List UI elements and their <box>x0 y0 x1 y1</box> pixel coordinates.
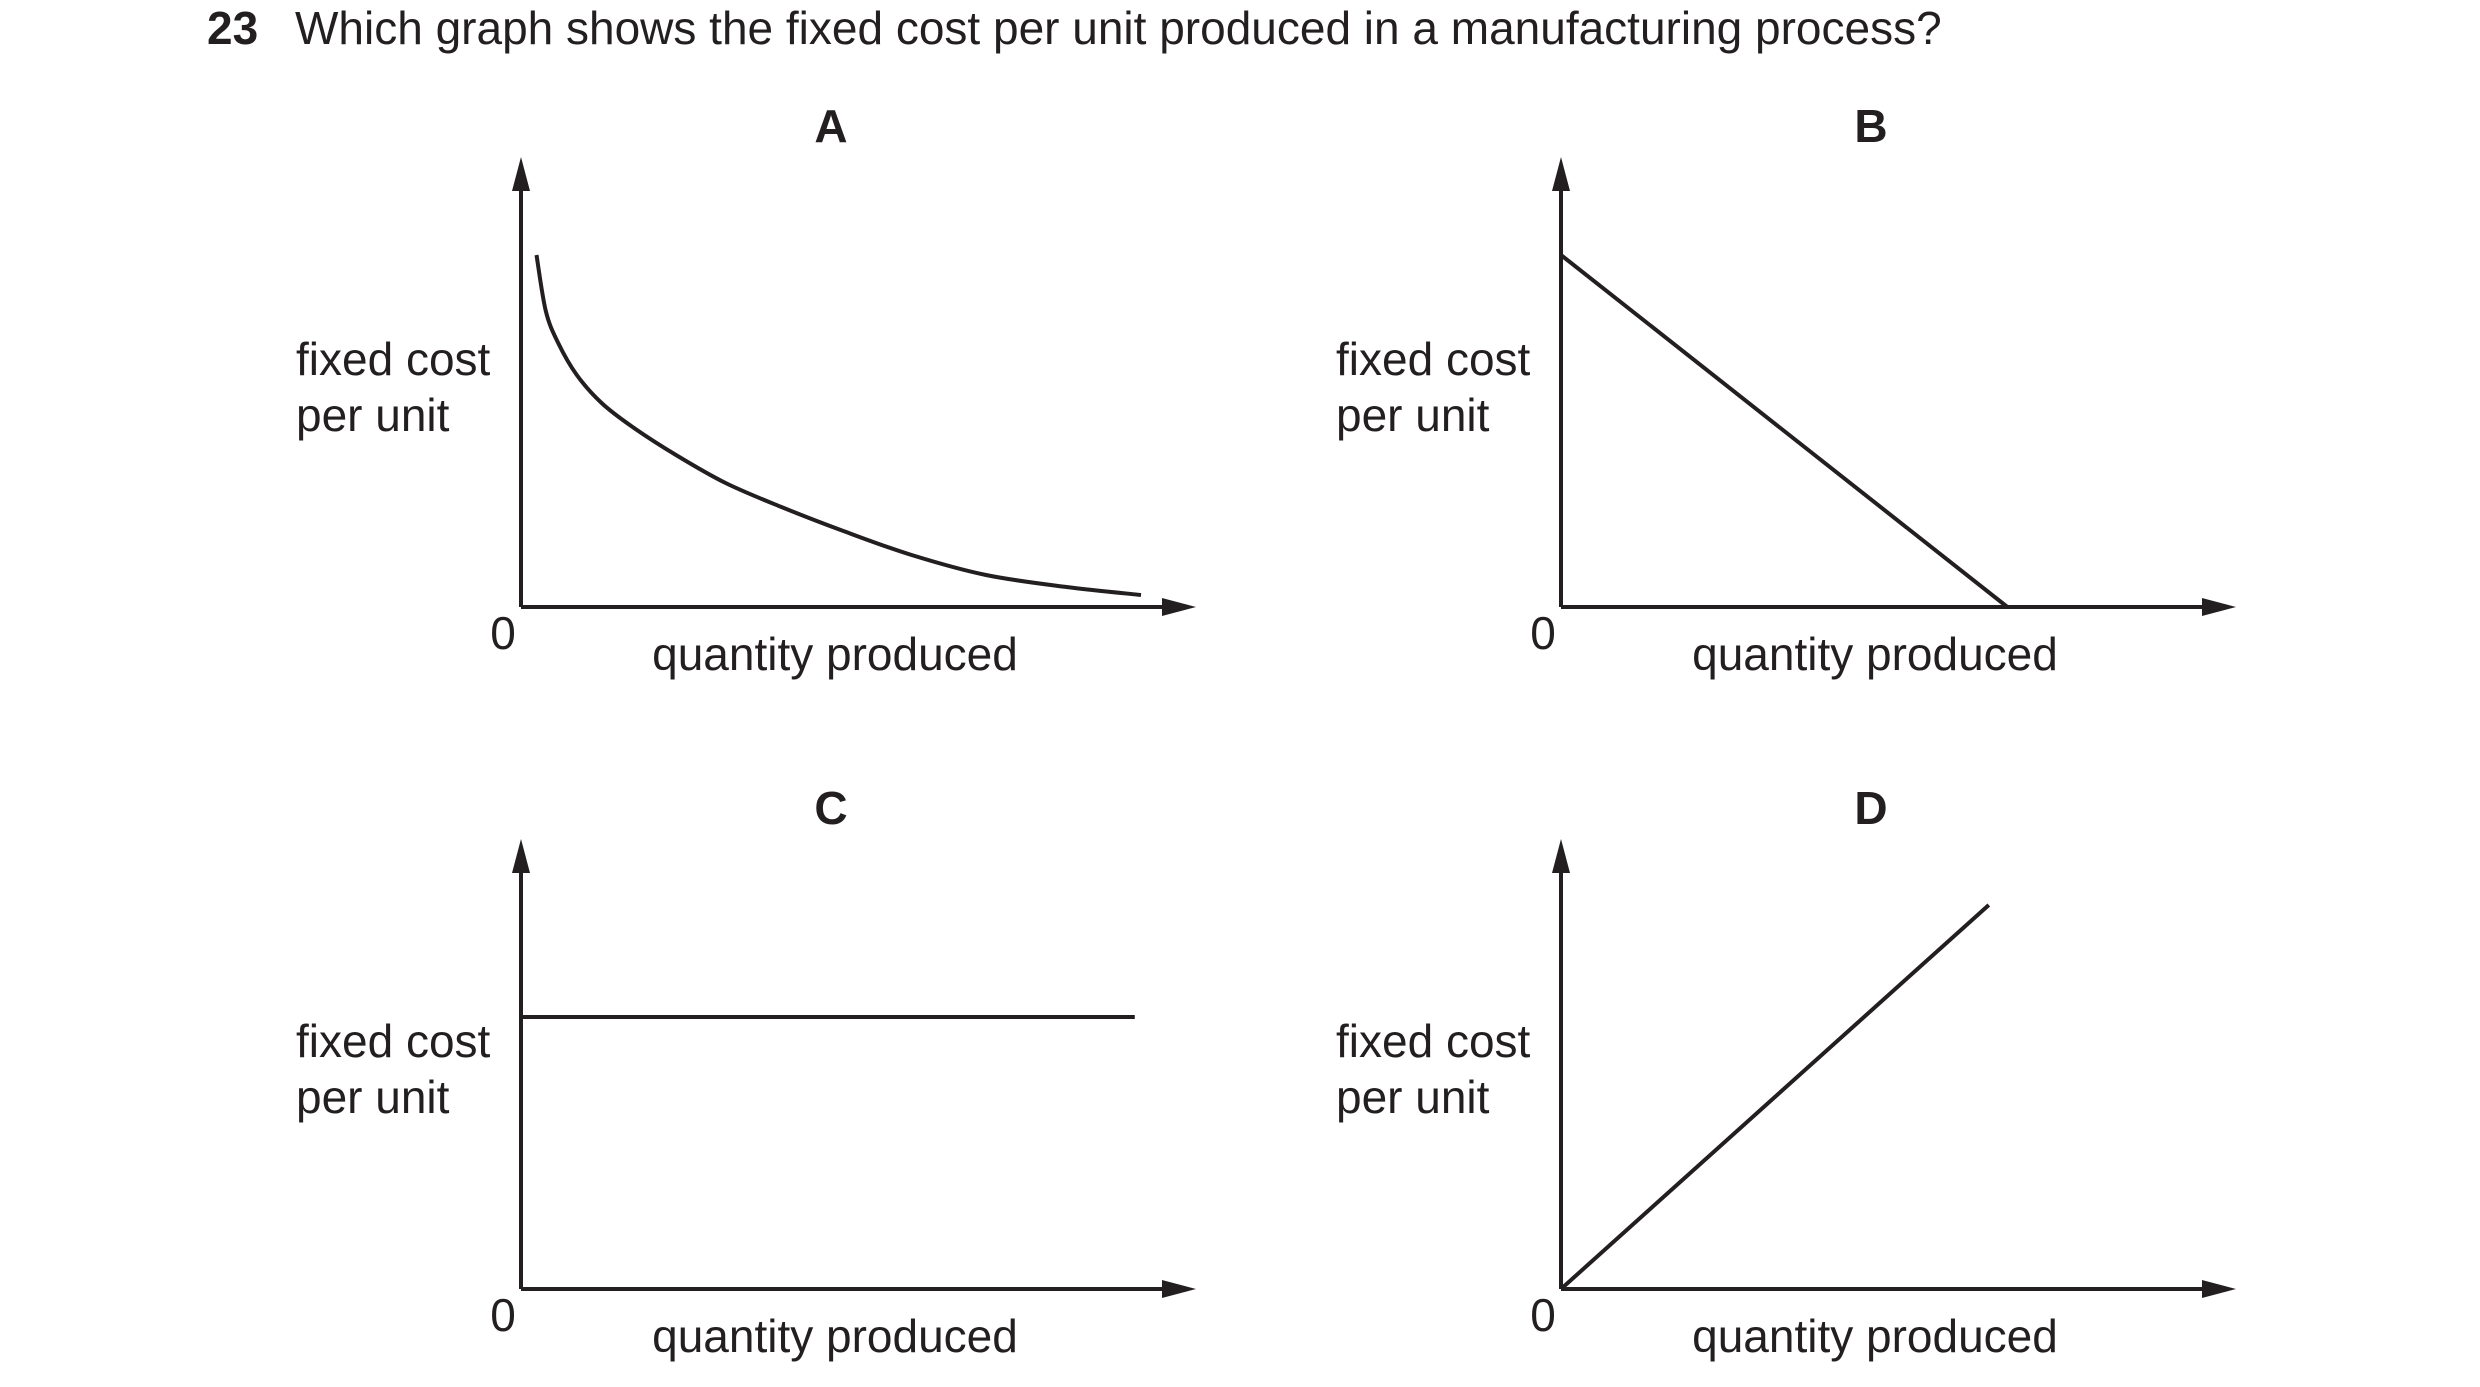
x-axis-arrow <box>1162 1280 1196 1298</box>
x-axis-arrow <box>2202 598 2236 616</box>
y-axis-label-line: per unit <box>296 1071 450 1123</box>
origin-label: 0 <box>490 1289 516 1341</box>
x-axis-label: quantity produced <box>652 628 1018 680</box>
x-axis-arrow <box>2202 1280 2236 1298</box>
y-axis-label-line: fixed cost <box>296 1015 491 1067</box>
graph-option-letter: D <box>1854 782 1887 834</box>
y-axis-label: fixed cost per unit <box>1336 333 1531 441</box>
y-axis-label-line: fixed cost <box>296 333 491 385</box>
x-axis-label: quantity produced <box>1692 628 2058 680</box>
graph-d: D 0 quantity produced fixed cost per unit <box>1336 782 2236 1362</box>
origin-label: 0 <box>1530 607 1556 659</box>
y-axis-arrow <box>1552 839 1570 873</box>
y-axis-arrow <box>1552 157 1570 191</box>
y-axis-label-line: per unit <box>296 389 450 441</box>
x-axis-arrow <box>1162 598 1196 616</box>
graph-option-letter: A <box>814 100 847 152</box>
y-axis-label: fixed cost per unit <box>296 333 491 441</box>
graph-c: C 0 quantity produced fixed cost per unit <box>296 782 1196 1362</box>
y-axis-label-line: fixed cost <box>1336 1015 1531 1067</box>
question-number: 23 <box>207 2 259 54</box>
y-axis-label-line: fixed cost <box>1336 333 1531 385</box>
y-axis-arrow <box>512 157 530 191</box>
question-stem: 23 Which graph shows the fixed cost per … <box>207 0 1942 56</box>
y-axis-label: fixed cost per unit <box>296 1015 491 1123</box>
data-line <box>534 254 1142 597</box>
question-text: Which graph shows the fixed cost per uni… <box>295 2 1942 54</box>
graph-option-letter: B <box>1854 100 1887 152</box>
origin-label: 0 <box>1530 1289 1556 1341</box>
data-line <box>1559 253 2009 609</box>
x-axis-label: quantity produced <box>1692 1310 2058 1362</box>
x-axis-label: quantity produced <box>652 1310 1018 1362</box>
y-axis-arrow <box>512 839 530 873</box>
graph-b: B 0 quantity produced fixed cost per unit <box>1336 100 2236 680</box>
y-axis-label-line: per unit <box>1336 389 1490 441</box>
origin-label: 0 <box>490 607 516 659</box>
graph-option-letter: C <box>814 782 847 834</box>
graph-a: A 0 quantity produced fixed cost per unit <box>296 100 1196 680</box>
data-line <box>1559 903 1991 1291</box>
y-axis-label: fixed cost per unit <box>1336 1015 1531 1123</box>
y-axis-label-line: per unit <box>1336 1071 1490 1123</box>
